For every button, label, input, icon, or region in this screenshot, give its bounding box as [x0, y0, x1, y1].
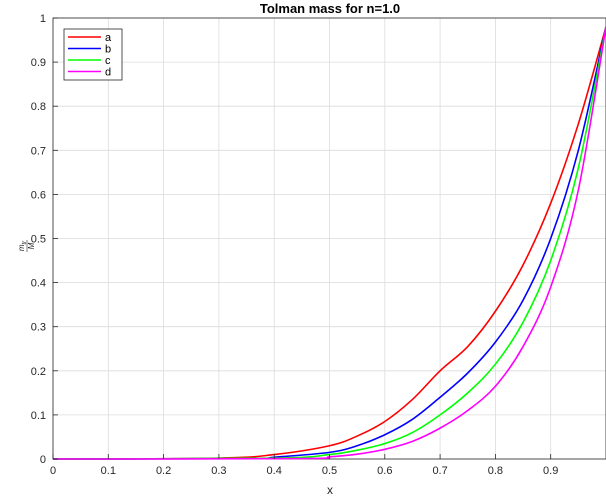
x-tick-label: 0.6 — [377, 465, 392, 477]
series-line-d — [52, 26, 606, 460]
y-tick-label: 0.1 — [31, 410, 46, 422]
series-lines — [52, 26, 606, 460]
chart-title: Tolman mass for n=1.0 — [260, 1, 400, 16]
x-tick-label: 0.7 — [432, 465, 447, 477]
y-label-subscript: tr — [22, 240, 28, 245]
y-tick-label: 0.6 — [31, 189, 46, 201]
svg-text:mtr: mtr — [17, 240, 28, 251]
y-tick-label: 0.8 — [31, 101, 46, 113]
x-tick-label: 0.4 — [267, 465, 282, 477]
legend-label-a: a — [105, 32, 112, 44]
x-tick-label: 0.2 — [156, 465, 171, 477]
legend-label-d: d — [105, 67, 111, 79]
y-tick-label: 0.5 — [31, 234, 46, 246]
series-line-c — [52, 26, 606, 460]
y-tick-label: 0.2 — [31, 366, 46, 378]
x-tick-label: 0.9 — [543, 465, 558, 477]
x-axis-label: x — [327, 483, 333, 497]
y-tick-label: 1 — [40, 13, 46, 25]
x-tick-labels: 0 0.1 0.2 0.3 0.4 0.5 0.6 0.7 0.8 0.9 — [50, 454, 558, 477]
y-tick-labels: 0 0.1 0.2 0.3 0.4 0.5 0.6 0.7 0.8 0.9 1 — [31, 13, 58, 466]
legend-label-b: b — [105, 44, 111, 56]
y-tick-label: 0.3 — [31, 322, 46, 334]
y-label-numerator: m — [17, 244, 26, 251]
y-tick-label: 0 — [40, 454, 46, 466]
x-tick-label: 0.5 — [322, 465, 337, 477]
x-tick-label: 0.3 — [211, 465, 226, 477]
x-tick-label: 0.1 — [101, 465, 116, 477]
y-label-denominator: M — [27, 242, 36, 249]
y-tick-label: 0.4 — [31, 278, 46, 290]
y-axis-label: mtr M — [17, 240, 36, 252]
y-tick-label: 0.9 — [31, 57, 46, 69]
x-tick-label: 0 — [50, 465, 56, 477]
series-line-a — [52, 26, 606, 460]
x-tick-label: 0.8 — [488, 465, 503, 477]
legend-label-c: c — [105, 55, 111, 67]
y-tick-label: 0.7 — [31, 145, 46, 157]
